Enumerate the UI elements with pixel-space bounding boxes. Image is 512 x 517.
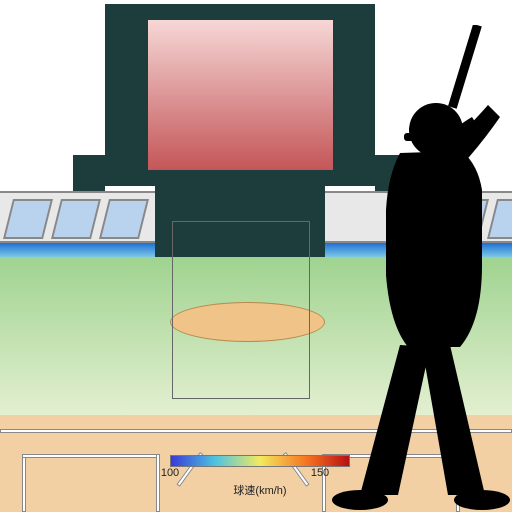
batter-silhouette [300,25,512,512]
batter-box-left-b [22,454,160,458]
speed-ticks: 100150 [170,467,350,481]
batter-box-left-a [22,454,26,512]
speed-tick: 100 [161,467,179,479]
strike-zone [172,221,310,399]
speed-tick: 150 [311,467,329,479]
baseball-pitch-diagram: 100150 球速(km/h) [0,0,512,512]
speed-legend: 100150 球速(km/h) [170,455,350,498]
speed-legend-title: 球速(km/h) [170,482,350,498]
stadium-window [51,199,101,239]
speed-colorbar [170,455,350,467]
stadium-window [3,199,53,239]
batter-box-left-c [156,454,160,512]
stadium-window [99,199,149,239]
